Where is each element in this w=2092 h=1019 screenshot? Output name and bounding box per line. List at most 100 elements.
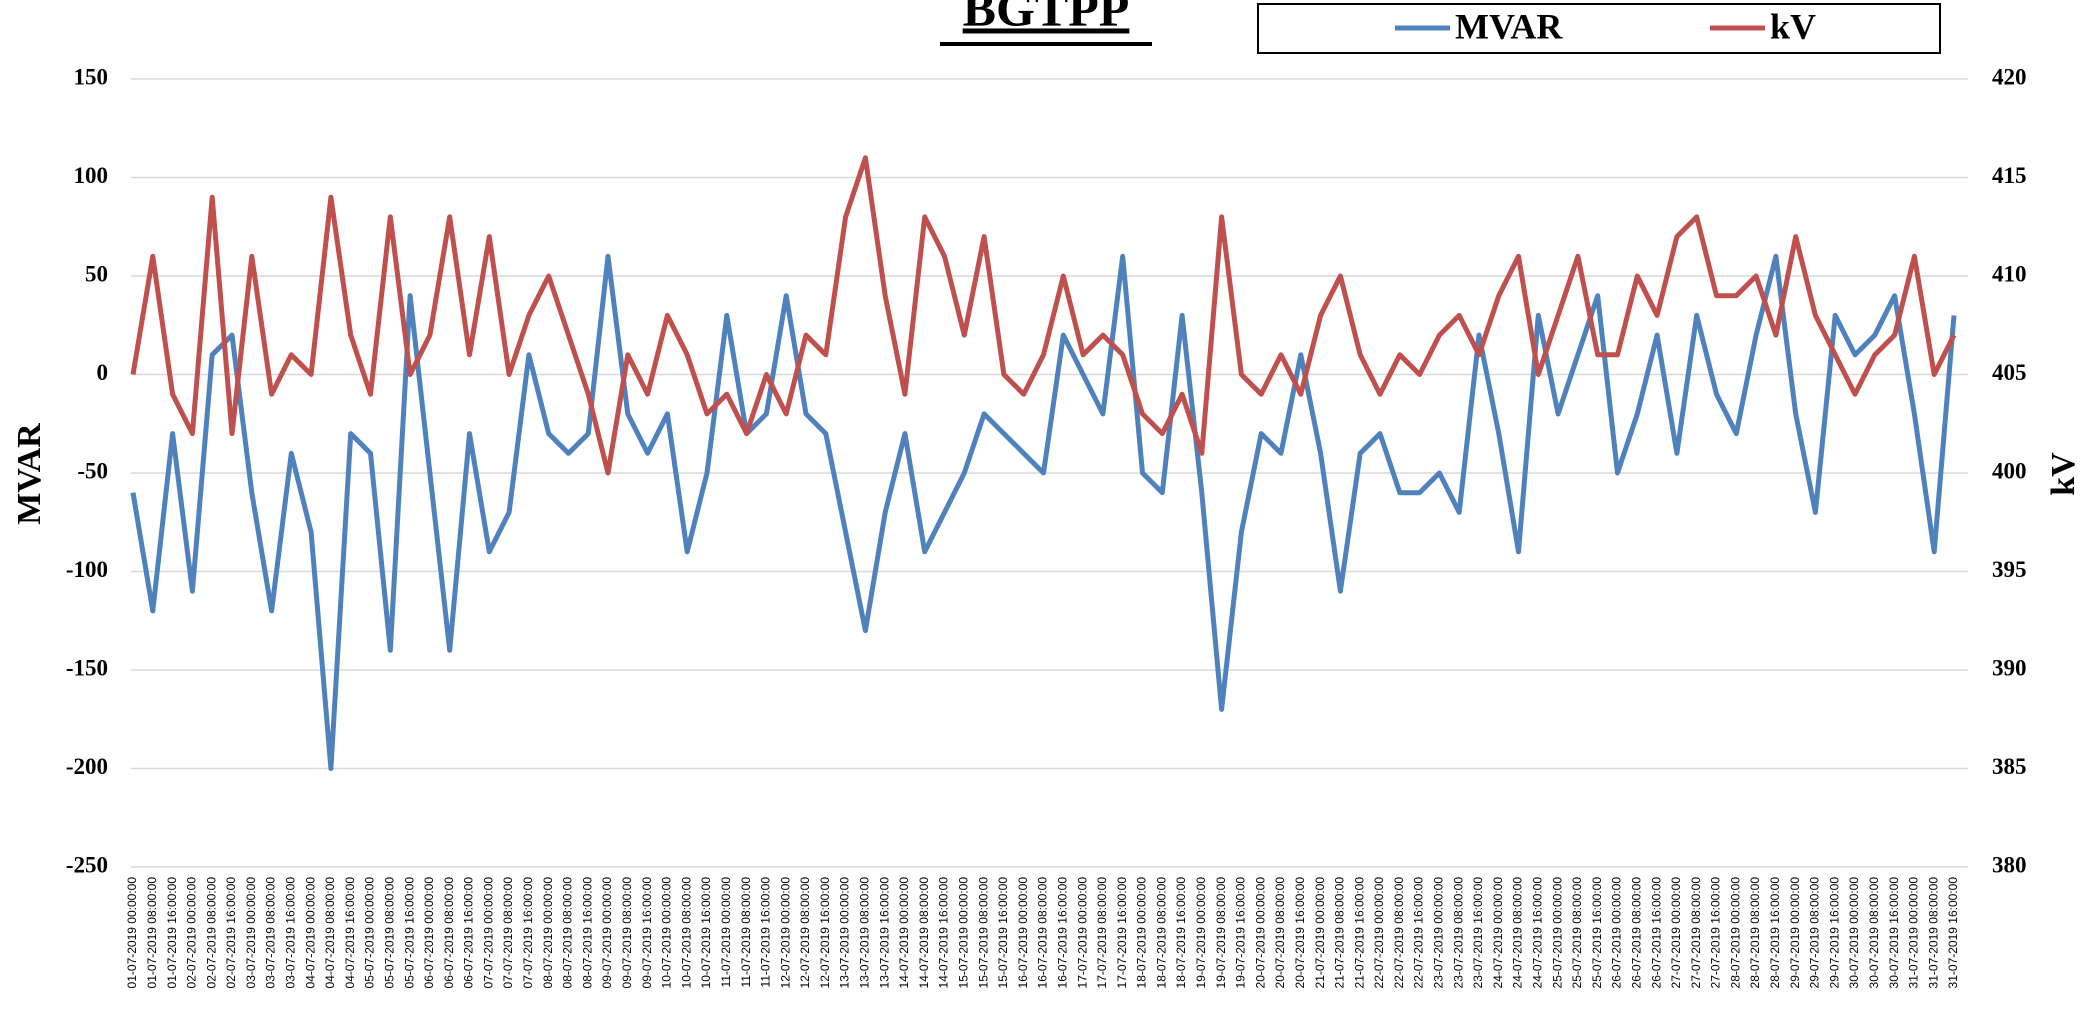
x-tick-label: 15-07-2019 08:00:00 (976, 877, 990, 989)
y2-tick-label: 400 (1992, 458, 2027, 483)
x-tick-label: 18-07-2019 16:00:00 (1174, 877, 1188, 989)
legend (1257, 3, 1941, 54)
x-tick-label: 02-07-2019 16:00:00 (224, 877, 238, 989)
x-tick-label: 10-07-2019 00:00:00 (660, 877, 674, 989)
x-tick-label: 06-07-2019 16:00:00 (462, 877, 476, 989)
x-tick-label: 03-07-2019 00:00:00 (244, 877, 258, 989)
x-tick-label: 16-07-2019 08:00:00 (1036, 877, 1050, 989)
x-tick-label: 22-07-2019 00:00:00 (1372, 877, 1386, 989)
y-tick-label: -50 (77, 458, 108, 483)
x-tick-label: 29-07-2019 16:00:00 (1827, 877, 1841, 989)
x-tick-label: 17-07-2019 08:00:00 (1095, 877, 1109, 989)
x-tick-label: 01-07-2019 00:00:00 (125, 877, 139, 989)
x-tick-label: 02-07-2019 00:00:00 (185, 877, 199, 989)
x-tick-label: 05-07-2019 00:00:00 (363, 877, 377, 989)
x-tick-label: 29-07-2019 08:00:00 (1808, 877, 1822, 989)
x-tick-label: 22-07-2019 08:00:00 (1392, 877, 1406, 989)
x-tick-label: 12-07-2019 16:00:00 (818, 877, 832, 989)
x-tick-label: 25-07-2019 08:00:00 (1570, 877, 1584, 989)
y-tick-label: 100 (74, 163, 109, 188)
x-tick-label: 31-07-2019 00:00:00 (1907, 877, 1921, 989)
series-line (130, 253, 1957, 771)
x-tick-label: 13-07-2019 16:00:00 (877, 877, 891, 989)
x-tick-label: 28-07-2019 00:00:00 (1728, 877, 1742, 989)
x-tick-label: 18-07-2019 08:00:00 (1154, 877, 1168, 989)
x-tick-label: 12-07-2019 08:00:00 (798, 877, 812, 989)
series-line (130, 155, 1957, 476)
x-tick-label: 04-07-2019 00:00:00 (303, 877, 317, 989)
x-tick-label: 10-07-2019 16:00:00 (699, 877, 713, 989)
x-tick-label: 26-07-2019 16:00:00 (1649, 877, 1663, 989)
legend-label: kV (1770, 6, 1816, 46)
x-tick-label: 01-07-2019 08:00:00 (145, 877, 159, 989)
x-tick-label: 25-07-2019 16:00:00 (1590, 877, 1604, 989)
x-tick-label: 29-07-2019 00:00:00 (1788, 877, 1802, 989)
x-tick-label: 27-07-2019 16:00:00 (1709, 877, 1723, 989)
x-tick-label: 30-07-2019 08:00:00 (1867, 877, 1881, 989)
x-tick-label: 07-07-2019 16:00:00 (521, 877, 535, 989)
x-tick-label: 17-07-2019 00:00:00 (1075, 877, 1089, 989)
x-tick-label: 14-07-2019 00:00:00 (897, 877, 911, 989)
x-tick-label: 02-07-2019 08:00:00 (204, 877, 218, 989)
y-tick-label: -150 (66, 655, 108, 680)
x-tick-label: 11-07-2019 16:00:00 (759, 877, 773, 988)
x-tick-label: 22-07-2019 16:00:00 (1412, 877, 1426, 989)
y2-tick-label: 395 (1992, 557, 2027, 582)
y-axis-label: MVAR (11, 423, 48, 525)
x-tick-label: 08-07-2019 00:00:00 (541, 877, 555, 989)
y-tick-label: -250 (66, 852, 108, 877)
x-tick-label: 05-07-2019 16:00:00 (402, 877, 416, 989)
y-tick-label: 0 (97, 360, 109, 385)
x-tick-label: 24-07-2019 16:00:00 (1531, 877, 1545, 989)
x-tick-label: 09-07-2019 16:00:00 (640, 877, 654, 989)
x-tick-label: 31-07-2019 16:00:00 (1946, 877, 1960, 989)
x-tick-label: 03-07-2019 16:00:00 (284, 877, 298, 989)
y2-tick-label: 385 (1992, 754, 2027, 779)
x-tick-label: 31-07-2019 08:00:00 (1926, 877, 1940, 989)
x-tick-label: 08-07-2019 16:00:00 (580, 877, 594, 989)
x-tick-label: 06-07-2019 08:00:00 (442, 877, 456, 989)
x-tick-label: 14-07-2019 16:00:00 (937, 877, 951, 989)
y2-tick-label: 390 (1992, 655, 2027, 680)
x-tick-label: 10-07-2019 08:00:00 (679, 877, 693, 989)
x-tick-label: 11-07-2019 00:00:00 (719, 877, 733, 988)
x-tick-label: 26-07-2019 08:00:00 (1629, 877, 1643, 989)
x-tick-label: 25-07-2019 00:00:00 (1550, 877, 1564, 989)
y-tick-label: -200 (66, 754, 108, 779)
x-tick-label: 20-07-2019 08:00:00 (1273, 877, 1287, 989)
x-tick-label: 24-07-2019 00:00:00 (1491, 877, 1505, 989)
x-tick-label: 01-07-2019 16:00:00 (165, 877, 179, 989)
x-tick-label: 03-07-2019 08:00:00 (264, 877, 278, 989)
x-tick-label: 21-07-2019 16:00:00 (1352, 877, 1366, 989)
x-tick-label: 04-07-2019 08:00:00 (323, 877, 337, 989)
x-tick-label: 19-07-2019 00:00:00 (1194, 877, 1208, 989)
x-tick-label: 30-07-2019 16:00:00 (1887, 877, 1901, 989)
x-tick-label: 24-07-2019 08:00:00 (1511, 877, 1525, 989)
y2-tick-label: 380 (1992, 852, 2027, 877)
x-tick-label: 26-07-2019 00:00:00 (1610, 877, 1624, 989)
x-tick-label: 11-07-2019 08:00:00 (739, 877, 753, 988)
x-tick-label: 20-07-2019 16:00:00 (1293, 877, 1307, 989)
legend-label: MVAR (1455, 6, 1563, 46)
x-tick-label: 21-07-2019 00:00:00 (1313, 877, 1327, 989)
y2-tick-label: 420 (1992, 64, 2027, 89)
x-tick-label: 07-07-2019 08:00:00 (501, 877, 515, 989)
x-tick-label: 21-07-2019 08:00:00 (1333, 877, 1347, 989)
x-tick-label: 14-07-2019 08:00:00 (917, 877, 931, 989)
x-tick-label: 05-07-2019 08:00:00 (382, 877, 396, 989)
x-tick-label: 13-07-2019 00:00:00 (838, 877, 852, 989)
x-tick-label: 20-07-2019 00:00:00 (1253, 877, 1267, 989)
x-tick-label: 16-07-2019 16:00:00 (1055, 877, 1069, 989)
x-tick-label: 07-07-2019 00:00:00 (481, 877, 495, 989)
x-tick-label: 15-07-2019 16:00:00 (996, 877, 1010, 989)
x-tick-label: 09-07-2019 00:00:00 (600, 877, 614, 989)
x-tick-label: 28-07-2019 16:00:00 (1768, 877, 1782, 989)
x-tick-label: 08-07-2019 08:00:00 (561, 877, 575, 989)
y2-tick-label: 405 (1992, 360, 2027, 385)
x-tick-label: 06-07-2019 00:00:00 (422, 877, 436, 989)
x-tick-label: 23-07-2019 08:00:00 (1451, 877, 1465, 989)
x-tick-label: 30-07-2019 00:00:00 (1847, 877, 1861, 989)
y-tick-label: 150 (74, 64, 109, 89)
x-tick-label: 17-07-2019 16:00:00 (1115, 877, 1129, 989)
y2-axis-label: kV (2045, 452, 2082, 496)
